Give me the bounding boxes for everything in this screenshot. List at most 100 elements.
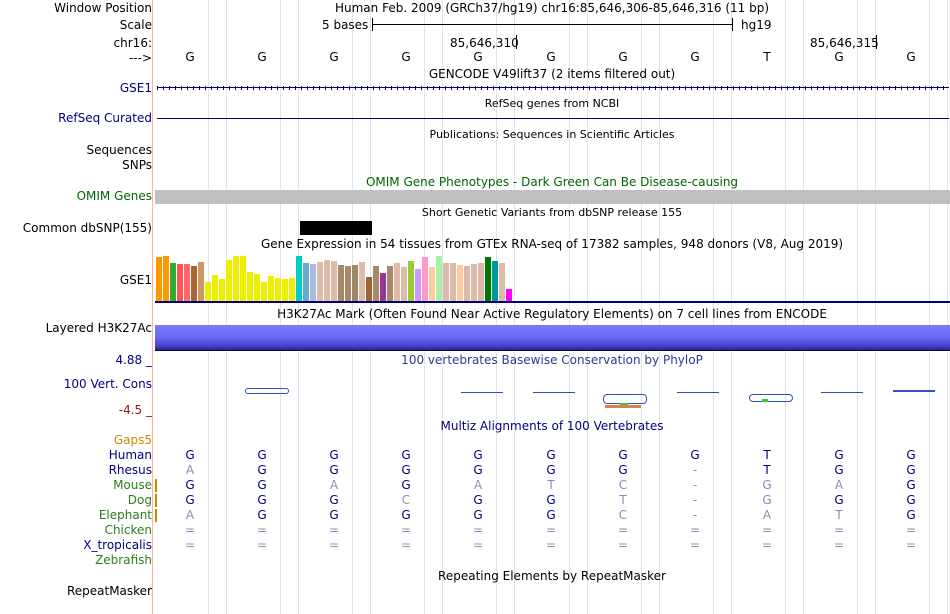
gencode-gene-label[interactable]: GSE1	[119, 81, 152, 95]
omim-track-title[interactable]: OMIM Gene Phenotypes - Dark Green Can Be…	[365, 175, 739, 189]
gtex-tissue-bar[interactable]	[240, 256, 246, 301]
gtex-tissue-bar[interactable]	[261, 282, 267, 301]
publications-track-title[interactable]: Publications: Sequences in Scientific Ar…	[429, 128, 675, 141]
gtex-tissue-bar[interactable]	[212, 275, 218, 301]
gencode-track-title[interactable]: GENCODE V49lift37 (2 items filtered out)	[428, 67, 676, 81]
gtex-tissue-bar[interactable]	[429, 267, 435, 301]
gtex-tissue-bar[interactable]	[359, 262, 365, 301]
gtex-tissue-bar[interactable]	[163, 256, 169, 301]
gtex-tissue-bar[interactable]	[352, 265, 358, 301]
gtex-tissue-bar[interactable]	[296, 256, 302, 301]
gtex-tissue-bar[interactable]	[387, 266, 393, 301]
dbsnp-track-title[interactable]: Short Genetic Variants from dbSNP releas…	[421, 206, 683, 219]
phylop-score-1[interactable]	[245, 388, 289, 394]
phylop-score-5[interactable]	[677, 392, 719, 393]
common-dbsnp-label[interactable]: Common dbSNP(155)	[22, 221, 152, 235]
gtex-tissue-bar[interactable]	[366, 277, 372, 301]
gtex-tissue-bar[interactable]	[254, 274, 260, 301]
gtex-tissue-bar[interactable]	[499, 263, 505, 301]
gaps-label[interactable]: Gaps5	[113, 433, 152, 447]
gtex-tissue-bar[interactable]	[478, 263, 484, 301]
gtex-tissue-bar[interactable]	[198, 262, 204, 301]
gtex-tissue-bar[interactable]	[177, 264, 183, 301]
gtex-tissue-bar[interactable]	[184, 264, 190, 301]
gtex-tissue-bar[interactable]	[268, 276, 274, 301]
gtex-tissue-bar[interactable]	[443, 263, 449, 301]
gtex-tissue-bar[interactable]	[464, 266, 470, 301]
layered-h3k27ac-label[interactable]: Layered H3K27Ac	[45, 321, 152, 335]
gtex-tissue-bar[interactable]	[289, 278, 295, 301]
sequences-label[interactable]: Sequences	[86, 143, 152, 157]
gridline	[875, 0, 876, 614]
gtex-tissue-bar[interactable]	[345, 266, 351, 301]
gtex-tissue-bar[interactable]	[226, 260, 232, 301]
gtex-tissue-bar[interactable]	[422, 257, 428, 301]
phylop-track-title[interactable]: 100 vertebrates Basewise Conservation by…	[401, 353, 703, 367]
gtex-tissue-bar[interactable]	[450, 263, 456, 301]
vert-cons-label[interactable]: 100 Vert. Cons	[63, 377, 152, 391]
gtex-tissue-chart[interactable]	[156, 254, 536, 301]
phylop-score-3[interactable]	[533, 392, 575, 393]
gtex-tissue-bar[interactable]	[247, 272, 253, 301]
gridline	[587, 0, 588, 614]
gtex-track-title[interactable]: Gene Expression in 54 tissues from GTEx …	[260, 237, 844, 251]
species-label-rhesus[interactable]: Rhesus	[108, 463, 152, 477]
dbsnp-variant[interactable]	[300, 221, 372, 235]
gtex-tissue-bar[interactable]	[191, 266, 197, 301]
gencode-gene-line[interactable]	[157, 87, 949, 88]
h3k27ac-track-title[interactable]: H3K27Ac Mark (Often Found Near Active Re…	[277, 307, 827, 321]
species-label-x_tropicalis[interactable]: X_tropicalis	[83, 538, 152, 552]
gtex-gene-label[interactable]: GSE1	[119, 273, 152, 287]
gtex-tissue-bar[interactable]	[401, 267, 407, 301]
species-label-human[interactable]: Human	[108, 448, 152, 462]
phylop-score-2[interactable]	[461, 392, 503, 393]
phylop-score-6[interactable]	[749, 394, 793, 402]
phylop-score-7[interactable]	[821, 392, 863, 393]
gencode-gene-feature[interactable]	[157, 86, 949, 90]
omim-genes-label[interactable]: OMIM Genes	[76, 189, 152, 203]
gtex-tissue-bar[interactable]	[275, 278, 281, 301]
species-label-chicken[interactable]: Chicken	[104, 523, 152, 537]
refseq-gene-line[interactable]	[157, 118, 949, 119]
gtex-tissue-bar[interactable]	[436, 256, 442, 301]
alignment-base: T	[619, 493, 627, 507]
gtex-tissue-bar[interactable]	[331, 261, 337, 301]
species-label-dog[interactable]: Dog	[127, 493, 152, 507]
gtex-tissue-bar[interactable]	[324, 260, 330, 301]
gtex-tissue-bar[interactable]	[338, 265, 344, 301]
gtex-tissue-bar[interactable]	[485, 257, 491, 301]
gtex-tissue-bar[interactable]	[506, 289, 512, 301]
refseq-track-title[interactable]: RefSeq genes from NCBI	[484, 97, 620, 110]
gtex-tissue-bar[interactable]	[170, 263, 176, 301]
phylop-score-8[interactable]	[893, 390, 935, 392]
repeatmasker-label[interactable]: RepeatMasker	[66, 584, 152, 598]
alignment-base: A	[185, 508, 195, 522]
gtex-tissue-bar[interactable]	[219, 279, 225, 301]
gtex-tissue-bar[interactable]	[408, 261, 414, 301]
gtex-tissue-bar[interactable]	[415, 269, 421, 301]
h3k27ac-signal[interactable]	[155, 325, 950, 351]
gtex-tissue-bar[interactable]	[373, 266, 379, 301]
gtex-tissue-bar[interactable]	[317, 262, 323, 301]
refseq-curated-label[interactable]: RefSeq Curated	[58, 111, 152, 125]
gtex-tissue-bar[interactable]	[380, 273, 386, 301]
gtex-tissue-bar[interactable]	[233, 256, 239, 301]
omim-gene-bar[interactable]	[155, 190, 950, 204]
multiz-track-title[interactable]: Multiz Alignments of 100 Vertebrates	[440, 419, 664, 433]
gtex-tissue-bar[interactable]	[492, 261, 498, 301]
species-label-elephant[interactable]: Elephant	[98, 508, 152, 522]
gtex-tissue-bar[interactable]	[282, 279, 288, 301]
snps-label[interactable]: SNPs	[122, 158, 152, 172]
gtex-tissue-bar[interactable]	[156, 257, 162, 301]
alignment-base: G	[546, 493, 556, 507]
gtex-tissue-bar[interactable]	[310, 264, 316, 301]
repeatmasker-track-title[interactable]: Repeating Elements by RepeatMasker	[438, 569, 666, 583]
gtex-tissue-bar[interactable]	[471, 264, 477, 301]
gtex-tissue-bar[interactable]	[303, 263, 309, 301]
gtex-tissue-bar[interactable]	[205, 282, 211, 301]
species-label-mouse[interactable]: Mouse	[113, 478, 152, 492]
species-label-zebrafish[interactable]: Zebrafish	[95, 553, 152, 567]
gtex-tissue-bar[interactable]	[394, 263, 400, 301]
gtex-tissue-bar[interactable]	[457, 265, 463, 301]
